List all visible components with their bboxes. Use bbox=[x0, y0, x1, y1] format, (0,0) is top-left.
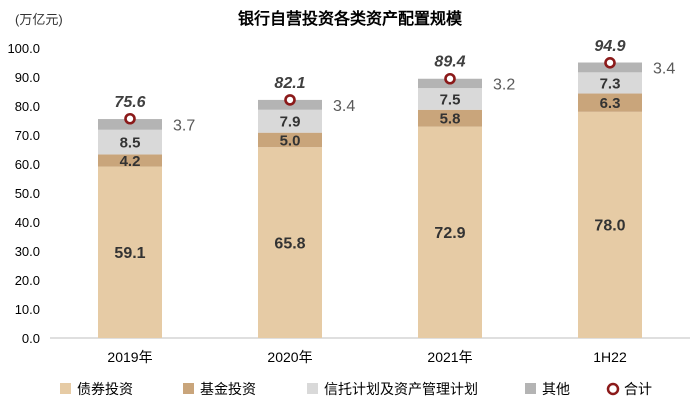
value-label: 59.1 bbox=[114, 245, 145, 262]
total-label: 82.1 bbox=[274, 75, 305, 92]
unit-label: (万亿元) bbox=[15, 12, 63, 27]
y-tick-label: 40.0 bbox=[15, 215, 40, 230]
value-label: 3.4 bbox=[653, 60, 675, 77]
legend-swatch bbox=[307, 383, 318, 394]
legend-label: 债券投资 bbox=[77, 381, 133, 397]
legend-swatch bbox=[60, 383, 71, 394]
total-label: 89.4 bbox=[434, 54, 465, 71]
y-tick-label: 70.0 bbox=[15, 128, 40, 143]
bar-segment bbox=[418, 88, 482, 110]
total-marker bbox=[604, 56, 616, 69]
bar-segment bbox=[578, 93, 642, 112]
value-label: 6.3 bbox=[600, 95, 621, 112]
legend-swatch bbox=[183, 383, 194, 394]
y-axis: 0.0 10.0 20.0 30.0 40.0 50.0 60.0 70.0 80.0 90.0 1… bbox=[7, 41, 40, 346]
y-tick-label: 0.0 bbox=[22, 331, 40, 346]
y-tick-label: 50.0 bbox=[15, 186, 40, 201]
bar-segment bbox=[578, 72, 642, 94]
value-label: 5.8 bbox=[440, 111, 461, 128]
bar-segment bbox=[418, 126, 482, 338]
bar-segment bbox=[578, 111, 642, 338]
bar-segment bbox=[98, 129, 162, 155]
legend-label: 其他 bbox=[542, 381, 570, 397]
bar-segment bbox=[418, 109, 482, 127]
total-marker bbox=[284, 94, 296, 106]
value-label: 5.0 bbox=[280, 132, 301, 149]
y-tick-label: 80.0 bbox=[15, 99, 40, 114]
legend-swatch bbox=[525, 383, 536, 394]
value-label: 72.9 bbox=[434, 225, 465, 242]
total-marker bbox=[444, 72, 456, 85]
x-axis: 2019年 2020年 2021年 1H22 bbox=[50, 337, 690, 365]
value-label: 7.3 bbox=[600, 75, 621, 92]
total-label: 94.9 bbox=[594, 38, 625, 55]
value-label: 7.5 bbox=[440, 91, 461, 108]
bar-segment bbox=[98, 154, 162, 167]
bar-segment bbox=[258, 109, 322, 133]
y-tick-label: 10.0 bbox=[15, 302, 40, 317]
x-tick-label: 2019年 bbox=[107, 349, 152, 365]
value-label: 65.8 bbox=[274, 235, 305, 252]
value-label: 78.0 bbox=[594, 218, 625, 235]
value-label: 8.5 bbox=[120, 135, 141, 152]
value-labels-group: 59.1 4.28.5 3.7 75.6 65.8 5.07.9 3.4 82.1 72.9 5.… bbox=[114, 38, 675, 262]
y-tick-label: 100.0 bbox=[7, 41, 40, 56]
total-marker bbox=[124, 112, 136, 125]
legend-label: 基金投资 bbox=[200, 381, 256, 397]
value-label: 3.7 bbox=[173, 117, 195, 134]
legend-marker bbox=[606, 382, 620, 396]
x-tick-label: 1H22 bbox=[593, 349, 627, 365]
value-label: 3.4 bbox=[333, 98, 355, 115]
x-tick-label: 2020年 bbox=[267, 349, 312, 365]
value-label: 4.2 bbox=[120, 153, 141, 170]
bars-group bbox=[98, 62, 642, 338]
legend-label: 信托计划及资产管理计划 bbox=[324, 381, 478, 397]
y-tick-label: 90.0 bbox=[15, 70, 40, 85]
bar-segment bbox=[258, 147, 322, 338]
value-label: 7.9 bbox=[280, 114, 301, 131]
chart-title: 银行自营投资各类资产配置规模 bbox=[238, 9, 463, 28]
x-tick-label: 2021年 bbox=[427, 349, 472, 365]
bar-segment bbox=[98, 166, 162, 338]
y-tick-label: 20.0 bbox=[15, 273, 40, 288]
value-label: 3.2 bbox=[493, 76, 515, 93]
total-label: 75.6 bbox=[114, 94, 145, 111]
bar-segment bbox=[258, 132, 322, 148]
y-tick-label: 60.0 bbox=[15, 157, 40, 172]
legend-label: 合计 bbox=[624, 381, 652, 397]
legend: 债券投资 基金投资 信托计划及资产管理计划 其他 合计 bbox=[60, 381, 652, 397]
y-tick-label: 30.0 bbox=[15, 244, 40, 259]
